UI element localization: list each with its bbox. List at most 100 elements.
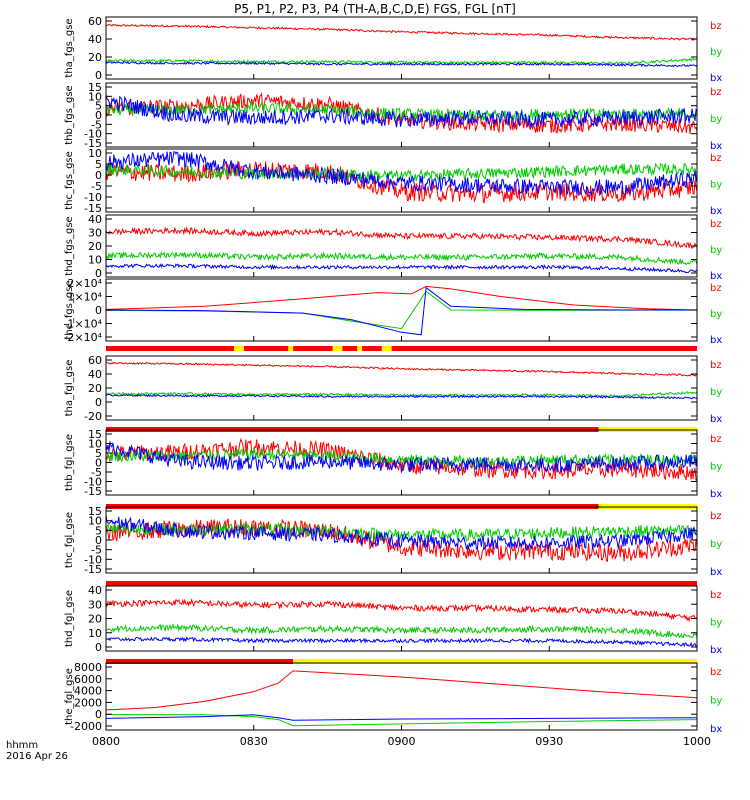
y-tick-label: 10	[88, 147, 102, 160]
y-axis-label: tha_fgl_gse	[64, 360, 75, 417]
y-tick-label: 2×10⁴	[67, 277, 102, 290]
y-tick-label: 30	[88, 598, 102, 611]
y-tick-label: -20	[84, 410, 102, 423]
thd_fgl_gse-by-line	[105, 623, 698, 639]
legend-bz: bz	[710, 87, 722, 98]
legend-bz: bz	[710, 434, 722, 445]
thc_fgl_gse-bz-line	[105, 517, 698, 563]
y-tick-label: -2000	[70, 720, 102, 733]
y-tick-label: 0	[95, 69, 102, 82]
y-tick-label: 0	[95, 396, 102, 409]
tha_fgl_gse-by-line	[105, 390, 698, 398]
legend-bx: bx	[710, 141, 722, 152]
y-tick-label: 0	[95, 534, 102, 547]
y-tick-label: 60	[88, 354, 102, 367]
y-tick-label: 15	[88, 81, 102, 94]
y-tick-label: -5	[91, 544, 102, 557]
legend-bx: bx	[710, 206, 722, 217]
thc_fgl_gse-bx-line	[105, 514, 698, 552]
date-label: 2016 Apr 26	[6, 751, 68, 762]
legend-bz: bz	[710, 360, 722, 371]
legend-bz: bz	[710, 511, 722, 522]
y-axis-label: tha_fgs_gse	[64, 18, 75, 77]
y-axis-label: the_fgl_gse	[64, 668, 75, 725]
thc_fgs_gse-bx-line	[105, 150, 698, 197]
x-tick-label: 0930	[535, 735, 563, 748]
quality-bar	[106, 346, 697, 351]
legend-bx: bx	[710, 567, 722, 578]
x-tick-label: 1000	[683, 735, 711, 748]
quality-bar-segment	[234, 346, 244, 351]
y-tick-label: 15	[88, 428, 102, 441]
quality-bar	[106, 581, 697, 586]
y-tick-label: 15	[88, 505, 102, 518]
y-tick-label: 10	[88, 515, 102, 528]
legend-by: by	[710, 114, 722, 125]
y-tick-label: 0	[95, 641, 102, 654]
y-axis-label: thd_fgs_gse	[64, 216, 75, 275]
y-tick-label: 40	[88, 33, 102, 46]
legend-bx: bx	[710, 414, 722, 425]
y-tick-label: -5	[91, 466, 102, 479]
the_fgs_gse-bz-line	[105, 285, 698, 311]
y-tick-label: 10	[88, 627, 102, 640]
quality-bar	[106, 659, 697, 664]
y-tick-label: -10	[84, 191, 102, 204]
panel-frame	[105, 429, 698, 496]
legend-bx: bx	[710, 645, 722, 656]
thb_fgl_gse-bx-line	[105, 441, 698, 474]
legend-by: by	[710, 47, 722, 58]
y-tick-label: 30	[88, 227, 102, 240]
y-axis-label: thc_fgl_gse	[64, 512, 75, 568]
y-tick-label: 20	[88, 382, 102, 395]
y-tick-label: 20	[88, 51, 102, 64]
panel-frame	[105, 355, 698, 421]
legend-by: by	[710, 387, 722, 398]
legend-bx: bx	[710, 335, 722, 346]
y-tick-label: 5	[95, 158, 102, 171]
thc_fgs_gse-by-line	[105, 162, 698, 182]
y-tick-label: 0	[95, 169, 102, 182]
y-tick-label: 8000	[74, 661, 102, 674]
y-tick-label: -15	[84, 202, 102, 215]
plot-title: P5, P1, P2, P3, P4 (TH-A,B,C,D,E) FGS, F…	[234, 2, 516, 16]
x-tick-label: 0800	[92, 735, 120, 748]
y-tick-label: -15	[84, 563, 102, 576]
y-tick-label: 0	[95, 708, 102, 721]
y-tick-label: -5	[91, 118, 102, 131]
quality-bar-segment	[357, 346, 363, 351]
y-tick-label: 5	[95, 447, 102, 460]
legend-bx: bx	[710, 489, 722, 500]
y-tick-label: 40	[88, 368, 102, 381]
thb_fgs_gse-by-line	[105, 101, 698, 123]
thd_fgs_gse-bz-line	[105, 226, 698, 250]
y-tick-label: 20	[88, 240, 102, 253]
y-tick-label: 6000	[74, 673, 102, 686]
legend-bx: bx	[710, 724, 722, 735]
y-tick-label: -5	[91, 180, 102, 193]
y-tick-label: -15	[84, 485, 102, 498]
the_fgl_gse-by-line	[105, 714, 698, 727]
y-tick-label: 10	[88, 254, 102, 267]
quality-bar-segment	[288, 346, 294, 351]
y-tick-label: 1×10⁴	[67, 291, 102, 304]
legend-bz: bz	[710, 21, 722, 32]
quality-bar-segment	[106, 346, 697, 351]
quality-bar-segment	[293, 659, 697, 664]
x-axis-unit-label: hhmm	[6, 740, 39, 751]
y-tick-label: -1×10⁴	[63, 318, 102, 331]
legend-bz: bz	[710, 219, 722, 230]
legend-bz: bz	[710, 283, 722, 294]
thd_fgl_gse-bz-line	[105, 598, 698, 623]
panel-tha_fgs_gse: 60 40 20 0 tha_fgs_gse bz by bx	[64, 15, 722, 84]
legend-bx: bx	[710, 73, 722, 84]
the_fgl_gse-bx-line	[105, 714, 698, 721]
